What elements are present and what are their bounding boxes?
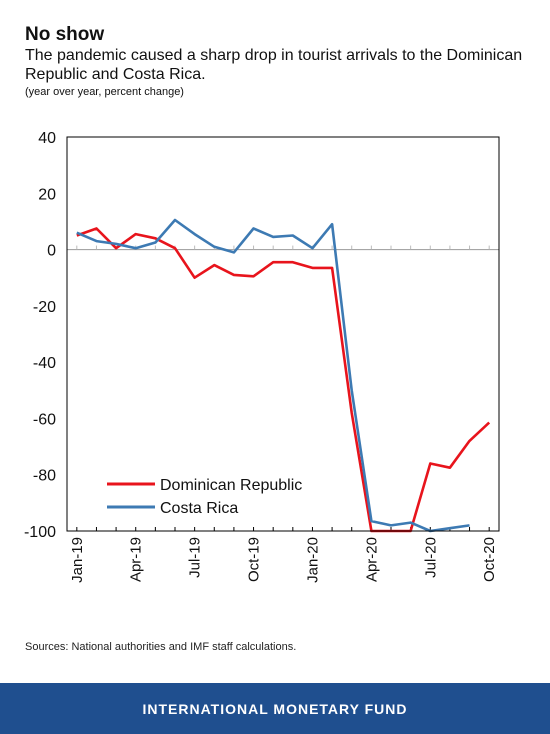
legend: Dominican Republic Costa Rica [107,477,302,517]
series-line-dominican-republic [76,227,491,533]
series-lines [76,218,491,533]
y-tick-label: 40 [38,130,56,147]
x-tick-label: Jul-20 [422,537,439,578]
line-chart: 40 20 0 -20 -40 -60 -80 -100 Jan-19 Apr-19 Jul-19… [24,130,500,583]
x-tick-label: Oct-20 [481,537,498,582]
legend-label: Costa Rica [160,500,238,517]
y-tick-label: -100 [24,524,56,541]
y-tick-label: -60 [33,411,56,428]
plot-frame [66,136,500,532]
source-note: Sources: National authorities and IMF st… [25,641,297,653]
x-tick-label: Jan-20 [304,537,321,583]
y-tick-label: -20 [33,299,56,316]
chart-subtitle: The pandemic caused a sharp drop in tour… [25,47,523,83]
x-tick-label: Jan-19 [69,537,86,583]
chart-note: (year over year, percent change) [25,86,184,98]
y-tick-label: 20 [38,186,56,203]
footer-banner: INTERNATIONAL MONETARY FUND [0,683,550,734]
series-line-costa-rica [76,218,470,533]
legend-label: Dominican Republic [160,477,302,494]
x-tick-label: Jul-19 [187,537,204,578]
y-axis-ticks: 40 20 0 -20 -40 -60 -80 -100 [24,130,56,541]
chart-title: No show [25,24,105,45]
x-tick-label: Oct-19 [246,537,263,582]
y-tick-label: 0 [47,243,56,260]
y-tick-label: -80 [33,468,56,485]
x-tick-label: Apr-19 [128,537,145,582]
x-tick-label: Apr-20 [363,537,380,582]
footer-org-name: INTERNATIONAL MONETARY FUND [142,700,408,717]
x-axis-ticks: Jan-19 Apr-19 Jul-19 Oct-19 Jan-20 Apr-20 Jul-… [69,245,498,583]
y-tick-label: -40 [33,355,56,372]
